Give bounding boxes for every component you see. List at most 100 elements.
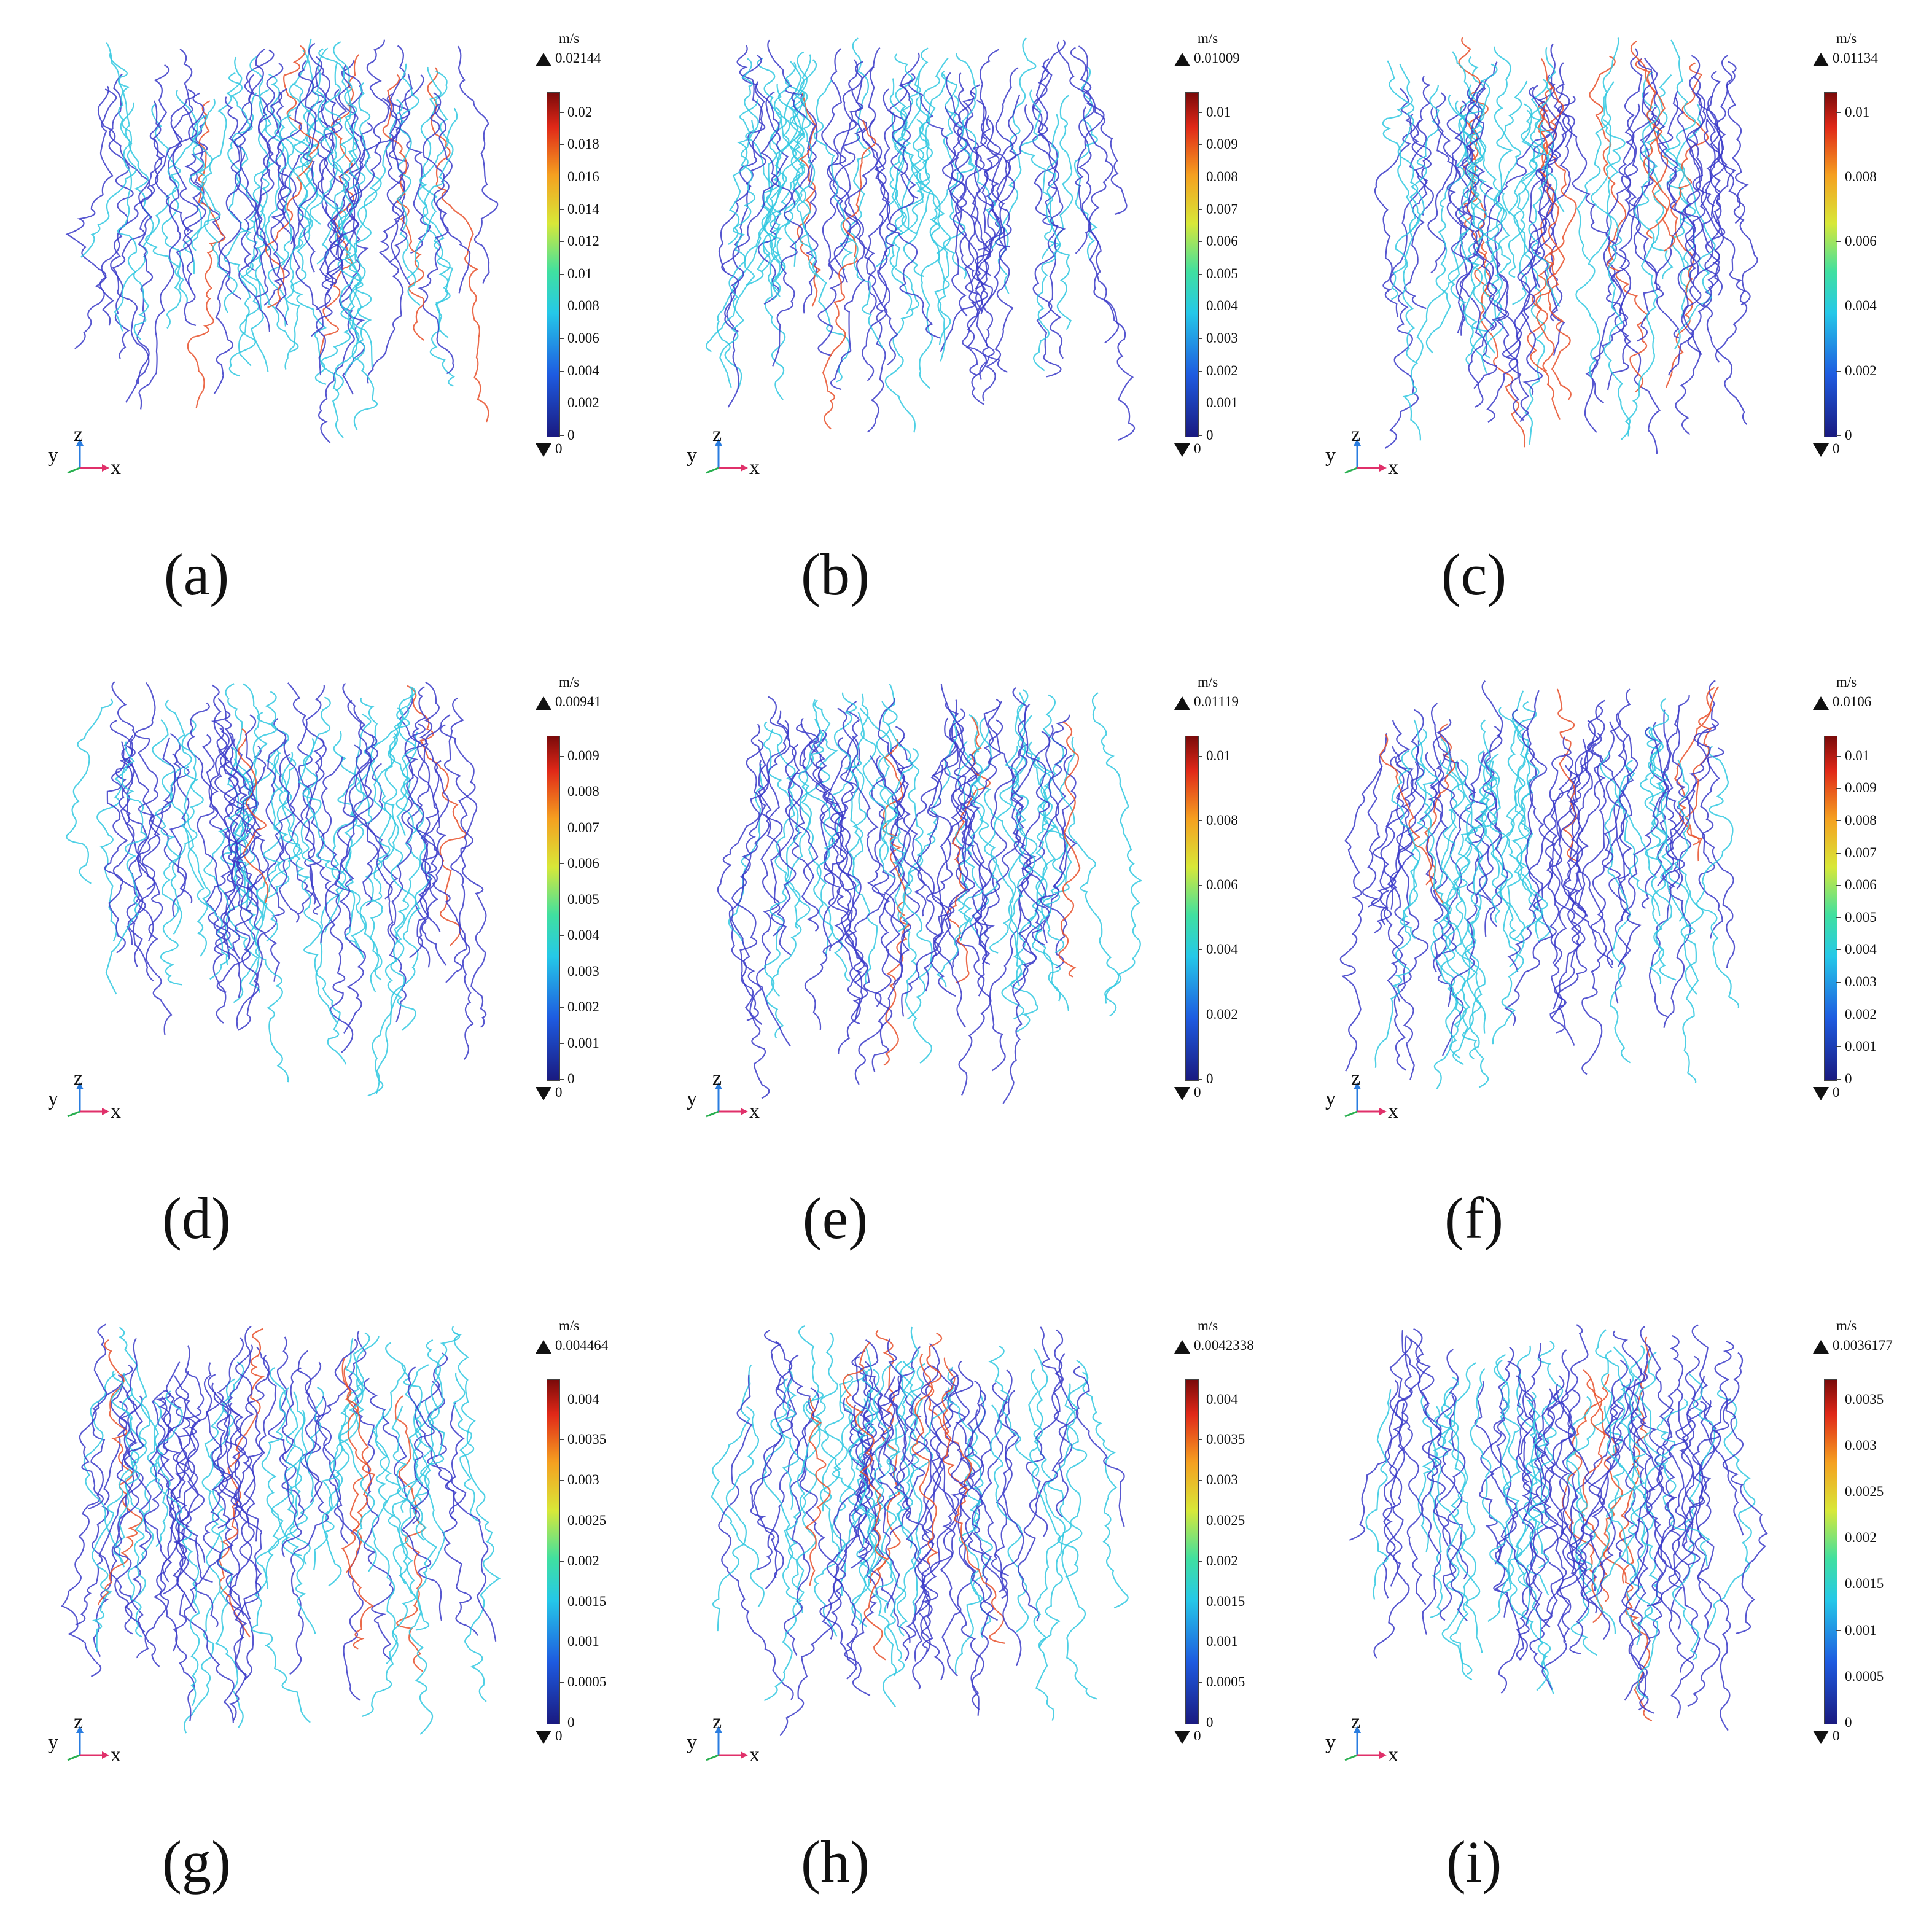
streamline [407, 1366, 435, 1524]
streamline [1685, 1373, 1716, 1567]
streamline [316, 41, 359, 265]
streamline [1362, 733, 1403, 1002]
axis-label-x: x [111, 1100, 121, 1123]
streamline-plot [711, 1325, 1129, 1737]
streamline [1621, 104, 1661, 440]
streamline [427, 1381, 497, 1642]
colorbar-tick-label: 0.007 [1198, 201, 1238, 217]
streamline [1516, 1392, 1551, 1691]
streamline [731, 710, 791, 1021]
streamline [958, 719, 1015, 1096]
streamline [1387, 60, 1421, 441]
streamline [1516, 1342, 1542, 1661]
streamline [1339, 765, 1383, 1072]
streamline [1374, 746, 1416, 933]
streamline [1635, 58, 1675, 252]
streamline [1528, 122, 1561, 308]
triangle-down-icon [536, 1086, 551, 1100]
streamline [111, 1364, 160, 1667]
streamline [240, 712, 278, 942]
streamline [1012, 687, 1050, 946]
streamline [941, 1360, 984, 1677]
streamline [1091, 692, 1143, 1017]
streamline [406, 107, 458, 279]
streamline [797, 92, 822, 307]
axis-label-y: y [48, 444, 58, 467]
axis-label-y: y [1325, 1731, 1336, 1754]
colorbar-tick-label: 0.0035 [1836, 1391, 1884, 1407]
streamline [1576, 37, 1619, 261]
streamline [155, 1374, 189, 1583]
axis-triad-icon: y z x [1325, 423, 1398, 479]
streamline [805, 1398, 831, 1586]
streamline [1010, 715, 1048, 1033]
streamline [412, 686, 468, 983]
streamline [1577, 688, 1631, 917]
streamline [316, 97, 391, 310]
colorbar-tick-label: 0.009 [1836, 780, 1877, 796]
colorbar-tick-label: 0.002 [1836, 1530, 1877, 1546]
colorbar-tick-label: 0 [1198, 1715, 1214, 1730]
streamline [1390, 755, 1429, 1081]
streamline [1479, 1399, 1508, 1565]
streamline [871, 736, 910, 1072]
streamline [418, 92, 454, 375]
colorbar-tick-label: 0.008 [1198, 812, 1238, 828]
streamline [1683, 92, 1748, 425]
colorbar-tick-label: 0.006 [559, 855, 599, 871]
streamline [161, 90, 198, 329]
streamline [1433, 759, 1478, 1089]
streamline [1417, 1395, 1437, 1552]
streamline [1430, 759, 1463, 1028]
colorbar [1824, 92, 1837, 437]
streamline [1368, 719, 1414, 908]
streamline [1502, 690, 1533, 968]
streamline [728, 58, 759, 245]
streamline [1672, 1352, 1743, 1581]
streamline [1514, 1341, 1564, 1694]
streamline [1490, 1346, 1528, 1661]
streamline [891, 726, 966, 1028]
colorbar-min: 0 [536, 1085, 563, 1100]
streamline [862, 66, 889, 314]
axis-triad: y z x [1320, 423, 1406, 479]
streamline [1618, 765, 1677, 981]
triangle-up-icon [1174, 52, 1190, 66]
streamline [1041, 731, 1067, 943]
colorbar-tick-label: 0.007 [1836, 844, 1877, 860]
colorbar-tick-label: 0.018 [559, 136, 599, 152]
streamline [329, 1338, 359, 1511]
streamline [988, 1346, 1040, 1477]
streamline [221, 1325, 252, 1508]
streamline [1002, 754, 1077, 1104]
streamline [375, 1342, 430, 1631]
streamline [321, 1336, 380, 1587]
streamline [1481, 680, 1508, 937]
colorbar-tick-label: 0.009 [1198, 136, 1238, 152]
axis-label-y: y [48, 1731, 58, 1754]
streamline [213, 96, 242, 394]
streamline [878, 698, 920, 967]
streamline [1592, 1350, 1636, 1634]
streamline [763, 1390, 824, 1702]
streamline [1683, 1398, 1731, 1565]
triangle-down-icon [1813, 443, 1829, 457]
colorbar-min: 0 [1174, 441, 1201, 457]
streamline-panel-7: y z x m/s 0.004464 0.004 0.0035 0.003 0.002… [25, 1299, 663, 1932]
streamline [1059, 736, 1120, 1004]
streamline [83, 1373, 125, 1568]
streamline [1524, 1399, 1554, 1568]
streamline [109, 73, 153, 359]
axis-label-y: y [1325, 1088, 1336, 1110]
streamline-panel-4: y z x m/s 0.00941 0.009 0.008 0.007 0.006 0.… [25, 656, 663, 1288]
streamline [1691, 1324, 1744, 1536]
colorbar-min-value: 0 [1194, 1085, 1201, 1100]
streamline-plot [66, 681, 487, 1097]
streamline [1707, 1389, 1756, 1629]
streamline [1480, 719, 1548, 1045]
streamline [1452, 51, 1511, 295]
colorbar-max-value: 0.004464 [555, 1338, 609, 1353]
axis-triad: y z x [682, 1710, 768, 1766]
streamline [851, 1350, 877, 1517]
streamline [1575, 81, 1626, 378]
